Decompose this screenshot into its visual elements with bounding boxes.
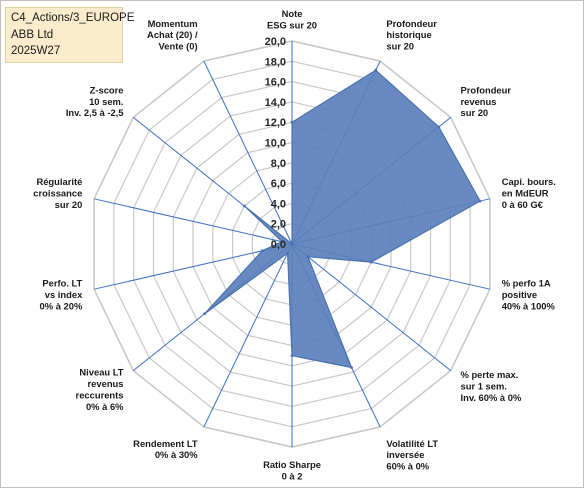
axis-label-line: Régularité [36, 176, 82, 187]
radial-tick-label: 20,0 [265, 36, 286, 48]
axis-label-line: inversée [386, 449, 424, 460]
axis-label: Rendement LT 0% à 30% [133, 438, 198, 460]
axis-label-line: en MdEUR [502, 187, 549, 198]
axis-label-line: sur 20 [461, 107, 489, 118]
axis-label-line: Rendement LT [133, 438, 198, 449]
axis-label: Niveau LT revenus reccurents 0% à 6% [76, 367, 125, 412]
series-point [290, 120, 294, 124]
axis-label-line: Perfo. LT [42, 278, 82, 289]
axis-label-line: 0% à 20% [40, 300, 83, 311]
series-point [369, 260, 373, 264]
axis-label-line: Profondeur [461, 84, 512, 95]
radial-tick-label: 2,0 [271, 219, 286, 231]
axis-label-line: revenus [461, 96, 497, 107]
series-point [286, 251, 289, 255]
series-point [260, 249, 264, 253]
series-area [204, 69, 481, 369]
axis-label-line: % perfo 1A [502, 278, 551, 289]
info-box-category: C4_Actions/3_EUROPE [11, 12, 135, 24]
axis-label: Momentum Achat (20) / Vente (0) [147, 18, 198, 52]
axis-label-line: 10 sem. [89, 96, 123, 107]
radar-spoke [203, 243, 293, 428]
radar-spoke [203, 60, 293, 245]
series-point [306, 255, 310, 259]
series-point [203, 312, 207, 315]
series-point [437, 125, 441, 129]
series-point [290, 242, 294, 246]
axis-label-line: 40% à 100% [502, 300, 556, 311]
axis-label-line: 60% à 0% [386, 461, 429, 472]
series-point [478, 199, 482, 203]
axis-label: Z-score 10 sem. Inv. 2,5 à -2,5 [66, 84, 124, 118]
radar-spoke [93, 243, 293, 290]
radar-spoke [291, 243, 452, 371]
radial-tick-label: 18,0 [265, 56, 286, 68]
info-box: C4_Actions/3_EUROPE ABB Ltd 2025W27 [5, 7, 135, 63]
axis-label-line: sur 20 [55, 199, 83, 210]
axis-label: Profondeur historique sur 20 [386, 18, 437, 52]
series-point [350, 366, 353, 369]
radar-spoke [93, 198, 293, 245]
axis-label-line: vs index [45, 289, 83, 300]
axis-label: Volatilité LT inversée 60% à 0% [386, 438, 438, 472]
axis-label-line: Profondeur [386, 18, 437, 29]
axis-label-line: reccurents [76, 390, 124, 401]
axis-label-line: Z-score [90, 84, 124, 95]
axis-label-line: Ratio Sharpe [263, 459, 321, 470]
axis-label-line: Volatilité LT [386, 438, 438, 449]
info-box-week: 2025W27 [11, 45, 61, 57]
axis-label: Note ESG sur 20 [267, 8, 317, 30]
series-point [290, 354, 294, 357]
axis-label-line: 0% à 30% [155, 449, 198, 460]
radial-tick-label: 6,0 [271, 178, 286, 190]
series-point [280, 240, 284, 244]
axis-label: % perte max. sur 1 sem. Inv. 60% à 0% [461, 369, 522, 403]
axis-label-line: historique [386, 29, 431, 40]
axis-label-line: Achat (20) / [147, 29, 198, 40]
axis-label-line: Inv. 60% à 0% [461, 392, 522, 403]
radial-tick-label: 8,0 [271, 158, 286, 170]
radial-tick-label: 0,0 [271, 239, 286, 251]
radial-tick-label: 16,0 [265, 77, 286, 89]
radial-tick-label: 4,0 [271, 198, 286, 210]
axis-label-line: 0% à 6% [86, 401, 124, 412]
axis-label-line: 0 à 60 G€ [502, 199, 544, 210]
axis-label: Perfo. LT vs index 0% à 20% [40, 278, 84, 312]
axis-label-line: 0 à 2 [282, 470, 303, 481]
axis-label: Profondeur revenus sur 20 [461, 84, 512, 118]
info-box-company: ABB Ltd [11, 28, 54, 41]
radar-series [203, 68, 482, 369]
radial-tick-label: 14,0 [265, 97, 286, 109]
axis-label-line: croissance [33, 187, 82, 198]
radial-tick-label: 12,0 [265, 117, 286, 129]
axis-label-line: Inv. 2,5 à -2,5 [66, 107, 124, 118]
axis-label-line: ESG sur 20 [267, 20, 317, 31]
axis-label-line: sur 1 sem. [461, 381, 507, 392]
radial-tick-label: 10,0 [265, 138, 286, 150]
axis-label: % perfo 1A positive 40% à 100% [502, 278, 556, 312]
axis-label: Régularité croissance sur 20 [33, 176, 82, 210]
series-point [243, 204, 246, 208]
axis-label-line: Note [282, 8, 303, 19]
axis-label-line: revenus [88, 378, 124, 389]
axis-label-line: Capi. bours. [502, 176, 556, 187]
axis-label-line: sur 20 [386, 41, 414, 52]
radial-tick-labels: 0,0 2,0 4,0 6,0 8,0 10,0 12,0 14,0 16,0 18,0 20,0 [265, 36, 286, 251]
series-point [374, 68, 378, 72]
axis-label-line: Momentum [148, 18, 198, 29]
axis-label-line: positive [502, 289, 537, 300]
axis-label: Ratio Sharpe 0 à 2 [263, 459, 321, 481]
axis-labels: Note ESG sur 20 Profondeur historique sur 20… [33, 8, 556, 481]
axis-label-line: % perte max. [461, 369, 519, 380]
axis-label-line: Vente (0) [159, 41, 198, 52]
axis-label: Capi. bours. en MdEUR 0 à 60 G€ [502, 176, 556, 210]
axis-label-line: Niveau LT [79, 367, 123, 378]
